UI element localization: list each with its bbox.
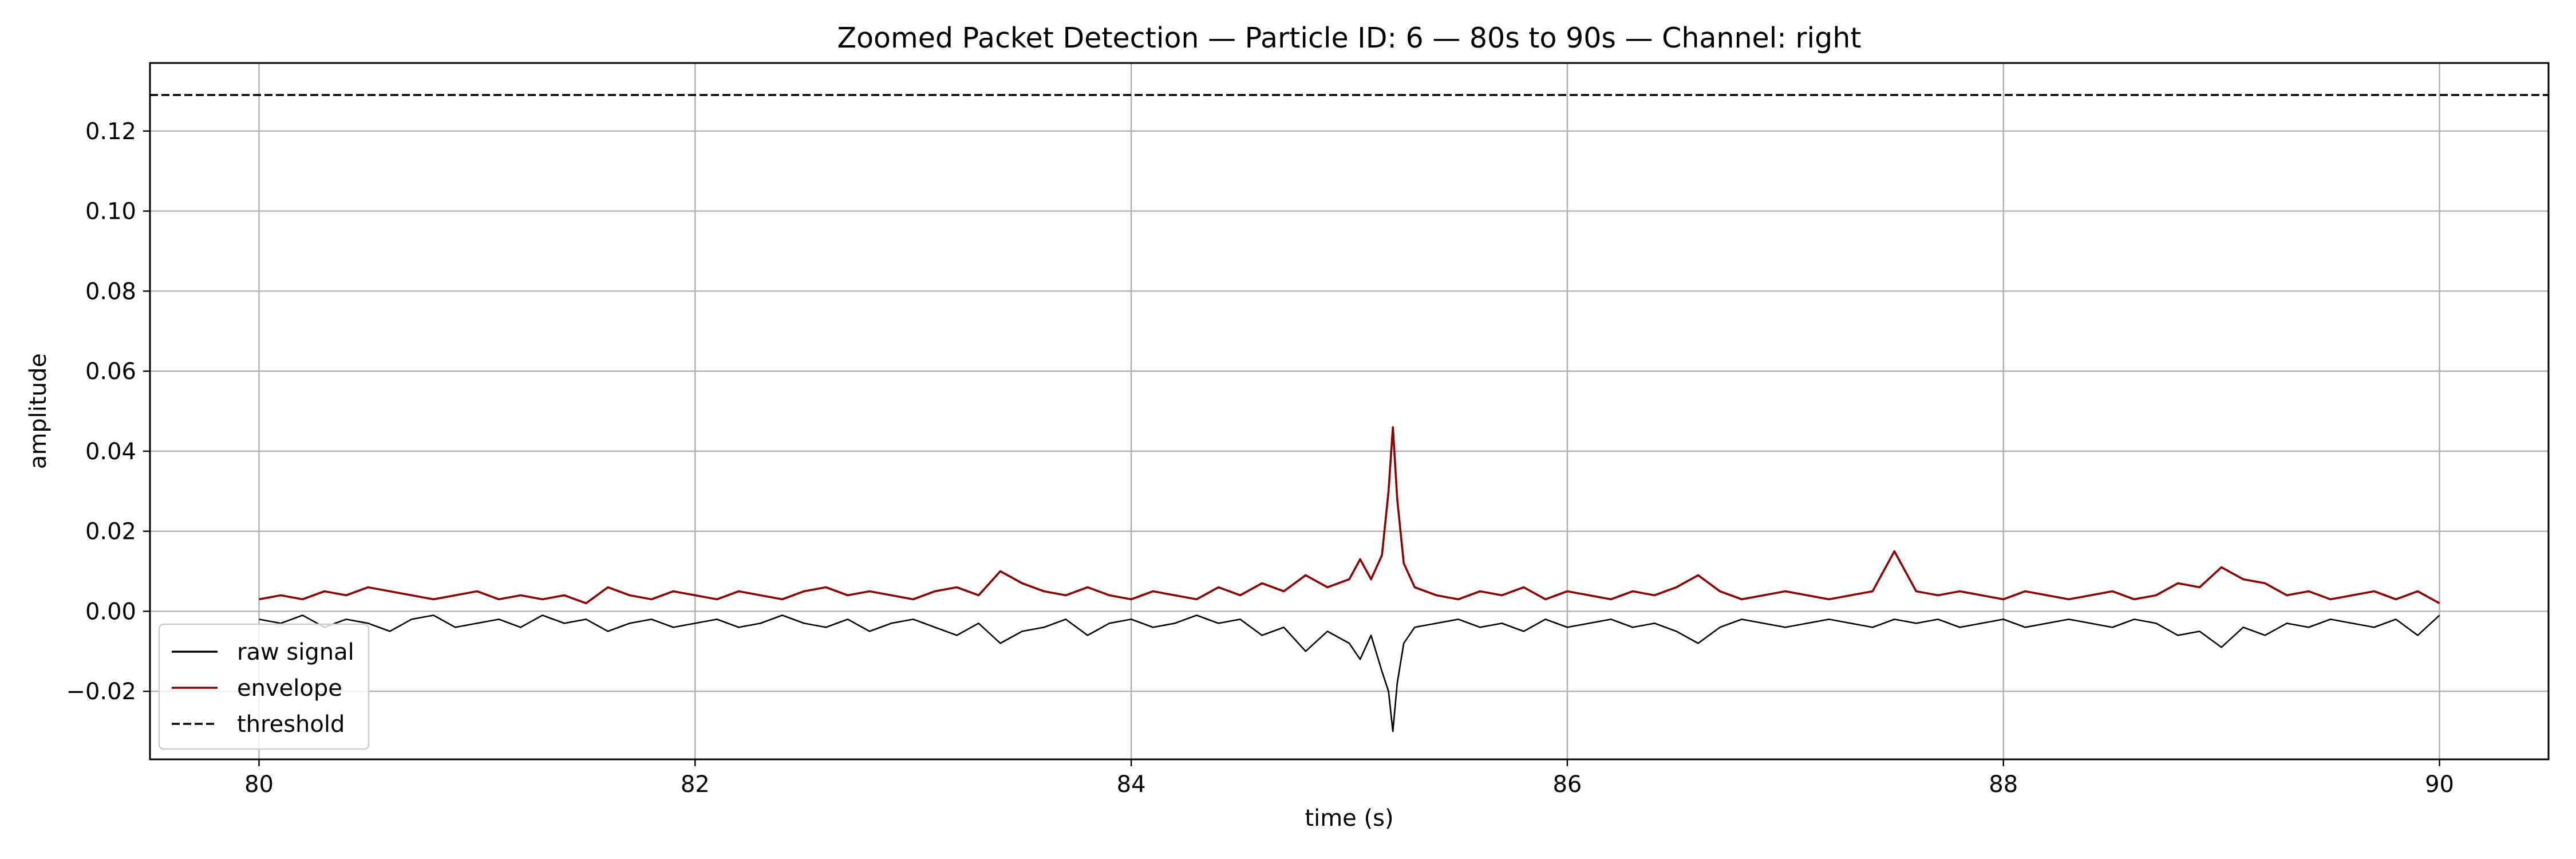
x-tick-label: 90 [2425, 771, 2454, 798]
plot-frame [149, 62, 2550, 761]
grid [150, 63, 2549, 759]
x-tick-label: 88 [1989, 771, 2018, 798]
x-tick-label: 80 [244, 771, 274, 798]
y-tick-label: 0.08 [85, 278, 136, 305]
legend-label: raw signal [237, 639, 354, 665]
y-axis-label: amplitude [25, 353, 52, 469]
x-tick-label: 86 [1552, 771, 1582, 798]
y-tick-label: 0.04 [85, 439, 136, 465]
y-tick-label: 0.00 [85, 598, 136, 625]
series-layer [150, 94, 2549, 732]
legend: raw signal envelope threshold [158, 623, 370, 750]
chart-title: Zoomed Packet Detection — Particle ID: 6… [837, 22, 1861, 54]
series-raw-signal [259, 614, 2440, 732]
y-tick-label: 0.12 [85, 119, 136, 145]
x-tick-label: 84 [1117, 771, 1146, 798]
legend-box [158, 623, 370, 750]
legend-label: threshold [237, 711, 345, 738]
y-axis: −0.02 0.00 0.02 0.04 0.06 0.08 0.10 0.12 [66, 119, 150, 705]
y-tick-label: 0.02 [85, 519, 136, 545]
x-axis: 80 82 84 86 88 90 [244, 759, 2454, 798]
x-tick-label: 82 [681, 771, 710, 798]
legend-label: envelope [237, 675, 342, 702]
y-tick-label: −0.02 [66, 679, 136, 705]
y-tick-label: 0.06 [85, 358, 136, 385]
x-axis-label: time (s) [1305, 805, 1393, 832]
series-envelope [259, 426, 2440, 605]
y-tick-label: 0.10 [85, 199, 136, 225]
